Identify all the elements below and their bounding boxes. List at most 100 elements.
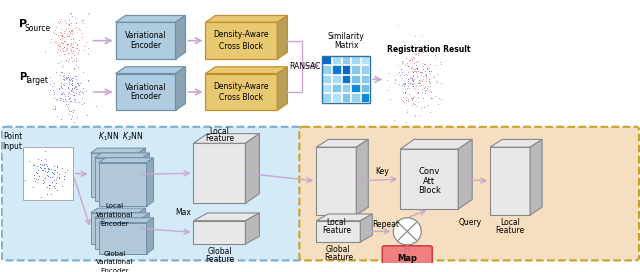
FancyBboxPatch shape: [2, 127, 302, 260]
Text: Feature: Feature: [495, 226, 525, 235]
Bar: [323, 75, 331, 83]
Text: Local: Local: [106, 203, 124, 209]
Text: RANSAC: RANSAC: [289, 62, 321, 71]
Text: Input: Input: [3, 142, 22, 151]
Text: Encoder: Encoder: [100, 268, 129, 272]
Polygon shape: [205, 67, 287, 73]
Polygon shape: [205, 73, 277, 110]
Text: Block: Block: [418, 186, 441, 195]
Text: Global: Global: [104, 251, 125, 256]
Bar: [351, 66, 360, 74]
Polygon shape: [99, 158, 154, 163]
Text: Point: Point: [3, 132, 22, 141]
Text: Variational: Variational: [125, 31, 166, 40]
Text: Att: Att: [423, 177, 435, 186]
Text: Key: Key: [376, 167, 389, 176]
Polygon shape: [99, 223, 147, 254]
Bar: [361, 75, 369, 83]
Text: Similarity: Similarity: [328, 32, 365, 41]
Text: Query: Query: [459, 218, 482, 227]
Text: Feature: Feature: [322, 226, 351, 235]
Polygon shape: [205, 16, 287, 22]
Bar: [351, 56, 360, 64]
Bar: [323, 84, 331, 92]
Polygon shape: [116, 67, 186, 73]
Polygon shape: [91, 208, 145, 213]
Text: $K_1$NN: $K_1$NN: [98, 130, 119, 143]
Polygon shape: [143, 213, 150, 249]
Bar: [332, 84, 340, 92]
Bar: [332, 66, 340, 74]
Text: Matrix: Matrix: [334, 41, 358, 50]
Polygon shape: [193, 134, 259, 143]
Bar: [332, 56, 340, 64]
Text: Map: Map: [397, 254, 417, 263]
Polygon shape: [91, 153, 138, 196]
Bar: [323, 56, 371, 103]
Text: Density-Aware: Density-Aware: [214, 82, 269, 91]
Polygon shape: [91, 213, 138, 244]
Polygon shape: [245, 134, 259, 203]
Polygon shape: [193, 143, 245, 203]
Bar: [323, 56, 331, 64]
Text: Local: Local: [326, 218, 346, 227]
Text: Local: Local: [500, 218, 520, 227]
FancyBboxPatch shape: [300, 127, 639, 260]
Polygon shape: [400, 139, 472, 149]
Polygon shape: [316, 221, 360, 242]
Polygon shape: [316, 139, 368, 147]
Polygon shape: [91, 148, 145, 153]
Polygon shape: [356, 139, 368, 215]
Text: Encoder: Encoder: [100, 221, 129, 227]
Polygon shape: [316, 147, 356, 215]
Bar: [351, 75, 360, 83]
Polygon shape: [316, 214, 372, 221]
Circle shape: [393, 218, 421, 245]
Bar: [342, 75, 350, 83]
Polygon shape: [99, 218, 154, 223]
Bar: [361, 84, 369, 92]
Polygon shape: [116, 16, 186, 22]
Text: Target: Target: [25, 76, 49, 85]
Text: Feature: Feature: [324, 254, 353, 262]
Polygon shape: [116, 22, 175, 59]
Polygon shape: [95, 213, 150, 218]
Polygon shape: [360, 214, 372, 242]
Polygon shape: [138, 148, 145, 196]
Bar: [351, 84, 360, 92]
Text: P: P: [19, 72, 26, 82]
Text: Cross Block: Cross Block: [220, 93, 264, 102]
Bar: [361, 66, 369, 74]
Polygon shape: [277, 67, 287, 110]
Text: Density-Aware: Density-Aware: [214, 30, 269, 39]
Polygon shape: [205, 22, 277, 59]
Text: P: P: [19, 19, 27, 29]
Polygon shape: [490, 147, 530, 215]
Bar: [342, 93, 350, 102]
Bar: [332, 93, 340, 102]
Bar: [361, 93, 369, 102]
Polygon shape: [175, 16, 186, 59]
Bar: [361, 56, 369, 64]
Text: Cross Block: Cross Block: [220, 42, 264, 51]
Polygon shape: [490, 139, 542, 147]
Text: Encoder: Encoder: [130, 41, 161, 50]
Polygon shape: [245, 213, 259, 244]
Polygon shape: [143, 153, 150, 201]
Polygon shape: [530, 139, 542, 215]
Bar: [342, 56, 350, 64]
Text: Feature: Feature: [205, 134, 234, 143]
Polygon shape: [95, 218, 143, 249]
Bar: [22, 147, 72, 200]
Text: Conv: Conv: [419, 167, 440, 176]
Polygon shape: [138, 208, 145, 244]
Polygon shape: [193, 221, 245, 244]
Bar: [332, 75, 340, 83]
Polygon shape: [175, 67, 186, 110]
Bar: [342, 84, 350, 92]
Text: Local: Local: [209, 126, 229, 135]
FancyBboxPatch shape: [382, 246, 432, 271]
Polygon shape: [277, 16, 287, 59]
Text: Global: Global: [207, 247, 232, 256]
Text: Variational: Variational: [125, 83, 166, 92]
